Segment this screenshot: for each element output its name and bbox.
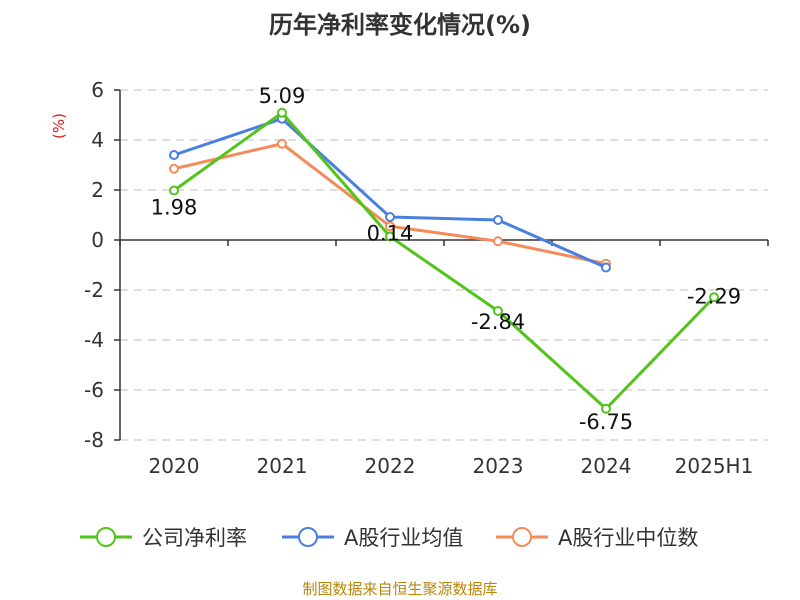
legend-marker [96,527,116,547]
data-label: -2.84 [471,310,525,334]
data-point[interactable] [385,221,395,232]
series-line-2 [173,142,607,266]
data-point[interactable] [385,231,395,242]
legend-item-1[interactable]: A股行业均值 [282,526,463,550]
data-point[interactable] [709,292,719,303]
y-axis-unit-label: (%) [50,113,68,139]
data-point[interactable] [169,163,179,174]
y-tick-label: 4 [91,128,104,152]
legend-item-2[interactable]: A股行业中位数 [496,526,698,550]
data-point[interactable] [277,138,287,149]
axes: 6 4 2 0 -2 -4 -6 -8 2020 2021 2022 2023 2024 2025H1 [84,78,769,478]
data-point[interactable] [493,306,503,316]
y-tick-label: -4 [84,328,104,352]
data-label: -6.75 [579,410,633,434]
grid-lines [120,89,768,441]
source-note: 制图数据来自恒生聚源数据库 [302,580,497,598]
data-point[interactable] [169,150,179,160]
legend-item-0[interactable]: 公司净利率 [80,526,247,550]
data-point[interactable] [493,215,503,225]
x-tick-label: 2020 [149,454,200,478]
y-tick-label: -2 [84,278,104,302]
legend-marker [512,527,532,547]
legend[interactable]: 公司净利率 A股行业均值 A股行业中位数 [80,526,698,550]
x-tick-label: 2022 [365,454,416,478]
y-tick-label: -8 [84,428,104,452]
data-label: 5.09 [259,84,306,108]
data-label: -2.29 [687,284,741,308]
data-point[interactable] [601,262,611,273]
legend-label: A股行业均值 [344,526,463,550]
x-tick-label: 2024 [581,454,632,478]
data-label: 1.98 [151,196,198,220]
series-line-0 [173,111,716,411]
legend-label: 公司净利率 [142,526,247,550]
y-tick-label: 6 [91,78,104,102]
x-tick-label: 2025H1 [675,454,754,478]
legend-label: A股行业中位数 [558,526,698,550]
x-tick-label: 2021 [257,454,308,478]
y-tick-label: -6 [84,378,104,402]
data-point[interactable] [385,212,395,222]
data-labels: 1.98 5.09 0.14 -2.84 -6.75 -2.29 [151,84,742,434]
chart-title: 历年净利率变化情况(%) [269,11,531,39]
y-tick-label: 0 [91,228,104,252]
y-tick-label: 2 [91,178,104,202]
data-point[interactable] [169,185,179,196]
data-point[interactable] [601,403,611,414]
series-lines [169,107,719,414]
x-tick-label: 2023 [473,454,524,478]
data-point[interactable] [493,236,503,247]
legend-marker [298,527,318,547]
data-label: 0.14 [367,222,414,246]
data-point[interactable] [277,107,287,118]
